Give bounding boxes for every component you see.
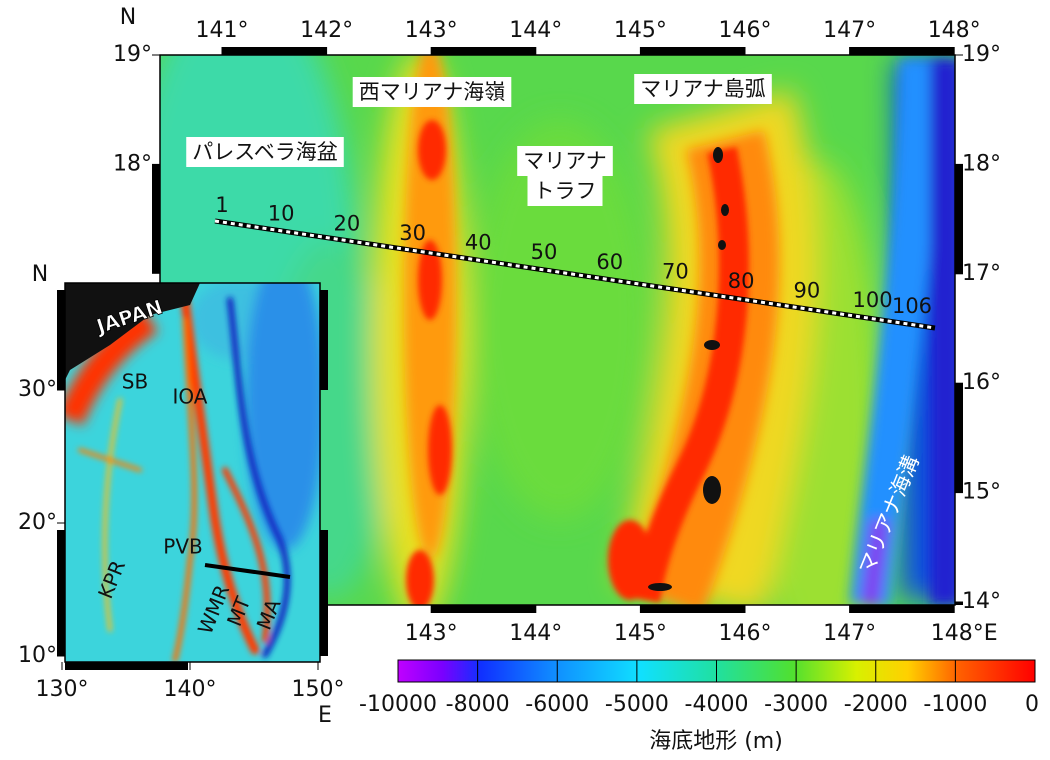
lon-tick-label: 146° (719, 621, 772, 646)
profile-point-label: 10 (268, 202, 295, 226)
profile-point-label: 80 (728, 269, 755, 293)
lon-tick-label: 144° (509, 18, 562, 43)
colorbar-tick-label: -10000 (359, 692, 437, 717)
profile-point-label: 60 (596, 250, 623, 274)
frame-segment (955, 164, 963, 273)
lat-tick-label: 15° (962, 480, 1001, 505)
inset-label: IOA (173, 385, 208, 409)
lon-tick-label: 143° (405, 621, 458, 646)
profile-point-label: 100 (853, 288, 893, 312)
map-label: 西マリアナ海嶺 (359, 80, 506, 104)
lat-tick-label: 10° (18, 643, 57, 668)
lon-tick-label: 140° (164, 677, 217, 702)
profile-point-label: 50 (531, 240, 558, 264)
frame-segment (431, 47, 536, 55)
map-label: マリアナ島弧 (640, 77, 766, 101)
lat-tick-label: 17° (962, 261, 1001, 286)
lon-tick-label: 150° (292, 677, 345, 702)
frame-segment (431, 605, 536, 613)
lon-tick-label: 143° (405, 18, 458, 43)
north-label: N (32, 262, 48, 287)
north-label: N (120, 5, 136, 30)
lon-tick-label: 147° (823, 621, 876, 646)
frame-segment (57, 530, 65, 656)
profile-point-label: 106 (892, 294, 932, 318)
frame-segment (57, 290, 65, 390)
lat-tick-label: 20° (18, 510, 57, 535)
colorbar-tick-label: -8000 (446, 692, 510, 717)
lon-tick-label: 142° (300, 18, 353, 43)
map-label: トラフ (534, 179, 597, 203)
profile-point-label: 1 (215, 193, 228, 217)
lat-tick-label: 18° (962, 151, 1001, 176)
colorbar-tick-label: 0 (1025, 692, 1039, 717)
profile-point-label: 90 (793, 279, 820, 303)
lon-tick-label: 130° (36, 677, 89, 702)
colorbar-title: 海底地形 (m) (649, 729, 783, 754)
frame-segment (640, 47, 745, 55)
lon-tick-label: 148° (928, 18, 981, 43)
inset-label: SB (122, 370, 148, 394)
lon-tick-label: 147° (823, 18, 876, 43)
lat-tick-label: 19° (113, 42, 152, 67)
colorbar-tick-label: -5000 (605, 692, 669, 717)
lat-tick-label: 18° (113, 151, 152, 176)
colorbar-tick-label: -4000 (685, 692, 749, 717)
map-label: パレスベラ海盆 (192, 140, 338, 164)
inset-label: PVB (163, 535, 202, 559)
colorbar-tick-label: -1000 (923, 692, 987, 717)
lon-tick-label: 144° (509, 621, 562, 646)
lon-tick-label: 141° (196, 18, 249, 43)
page: { "main_map": { "north_label": "N", "lat… (0, 0, 1050, 760)
profile-point-label: 70 (662, 259, 689, 283)
profile-point-label: 30 (399, 221, 426, 245)
map-label: マリアナ (523, 149, 607, 173)
east-label: E (318, 703, 332, 728)
profile-point-label: 20 (333, 211, 360, 235)
lat-tick-label: 30° (18, 377, 57, 402)
frame-segment (850, 47, 955, 55)
colorbar-tick-label: -6000 (525, 692, 589, 717)
lat-tick-label: 16° (962, 370, 1001, 395)
lat-tick-label: 14° (962, 589, 1001, 614)
frame-segment (320, 290, 328, 390)
frame-segment (850, 605, 955, 613)
profile-point-label: 40 (465, 231, 492, 255)
colorbar-tick-label: -3000 (764, 692, 828, 717)
frame-segment (320, 530, 328, 656)
frame-segment (65, 662, 188, 670)
frame-segment (152, 164, 160, 273)
lon-tick-label: 145° (614, 18, 667, 43)
lon-tick-label: 146° (719, 18, 772, 43)
lat-tick-label: 19° (962, 42, 1001, 67)
figure: N 141° 142° 143° 144° 145° 146° 147° 148° 143° 144… (0, 0, 1050, 760)
colorbar-tick-label: -2000 (844, 692, 908, 717)
frame-segment (222, 47, 327, 55)
lon-tick-label: 148°E (931, 621, 998, 646)
frame-segment (955, 383, 963, 492)
lon-tick-label: 145° (614, 621, 667, 646)
frame-segment (640, 605, 745, 613)
